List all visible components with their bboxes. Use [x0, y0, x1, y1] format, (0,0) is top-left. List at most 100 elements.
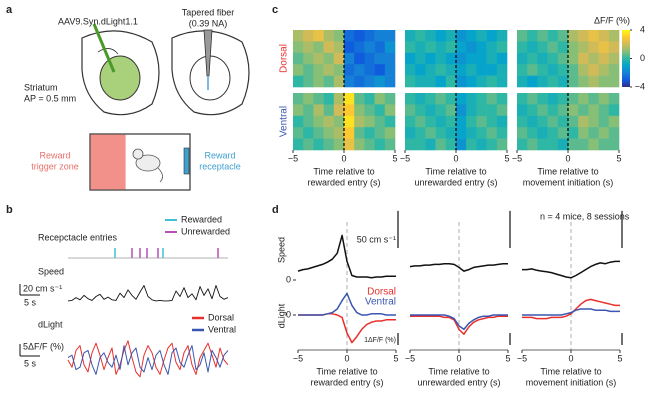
heatmap-cell [384, 64, 396, 76]
heatmap-cell [384, 93, 396, 105]
heatmap-cell [517, 104, 528, 117]
heatmap-cell [476, 75, 487, 88]
heatmap-cell [466, 64, 477, 76]
heatmap-cell [537, 93, 548, 105]
heatmap-cell [354, 41, 365, 54]
heatmap-cell [608, 41, 620, 54]
heatmap-cell [425, 138, 436, 151]
heatmap-cell [313, 64, 324, 76]
heatmap-cell [547, 64, 559, 76]
receptacle [183, 147, 190, 175]
row-label: Dorsal [279, 44, 290, 73]
heatmap-cell [374, 138, 386, 151]
heatmap-cell [425, 41, 436, 54]
heatmap-cell [517, 30, 528, 42]
heatmap-cell [608, 115, 620, 128]
heatmap-cell [588, 64, 599, 76]
heatmap-cell [486, 127, 498, 139]
heatmap-cell [496, 115, 508, 128]
heatmap-cell [333, 104, 345, 117]
heatmap-cell [557, 93, 569, 105]
heatmap-cell [364, 75, 375, 88]
heatmap-cell [588, 104, 599, 117]
heatmap-cell [476, 127, 487, 139]
heatmap-cell [374, 41, 386, 54]
heatmap-cell [568, 52, 579, 65]
heatmap-cell [456, 115, 467, 128]
heatmap-cell [415, 75, 426, 88]
heatmap-cell [568, 138, 579, 151]
heatmap-cell [547, 52, 559, 65]
heatmap-cell [445, 41, 457, 54]
heatmap-cell [405, 138, 416, 151]
heatmap-cell [588, 52, 599, 65]
heatmap-cell [293, 127, 304, 139]
region-label: Striatum [24, 82, 58, 92]
heatmap-cell [476, 115, 487, 128]
scale-label: 20 cm s⁻¹ [23, 283, 62, 293]
legend-label: Dorsal [208, 312, 234, 322]
heatmap-cell [608, 138, 620, 151]
heatmap-cell [578, 64, 589, 76]
dlight-trace [67, 340, 229, 378]
heatmap-cell [435, 75, 447, 88]
receptacle-label: Reward [204, 150, 235, 160]
y-tick-label: 0 [286, 274, 291, 284]
heatmap-cell [384, 30, 396, 42]
heatmap-cell [476, 41, 487, 54]
heatmap-cell [496, 104, 508, 117]
heatmap-cell [527, 138, 538, 151]
heatmap-cell [496, 138, 508, 151]
ap-label: AP = 0.5 mm [24, 93, 76, 103]
heatmap-cell [303, 127, 314, 139]
x-axis-label: Time relative to [313, 166, 374, 176]
heatmap-cell [537, 138, 548, 151]
x-tick-label: 0 [565, 153, 570, 163]
heatmap-cell [537, 127, 548, 139]
heatmap-cell [293, 138, 304, 151]
heatmap-cell [578, 93, 589, 105]
heatmap-cell [496, 41, 508, 54]
x-tick-label: −5 [400, 153, 410, 163]
heatmap-cell [456, 30, 467, 42]
heatmap-cell [588, 115, 599, 128]
heatmap-cell [405, 75, 416, 88]
heatmap-cell [547, 41, 559, 54]
heatmap-cell [557, 41, 569, 54]
heatmap-cell [405, 93, 416, 105]
heatmap-cell [303, 41, 314, 54]
heatmap-cell [486, 115, 498, 128]
dorsal-trace [410, 315, 508, 335]
heatmap-cell [313, 127, 324, 139]
trigger-zone [90, 134, 126, 190]
heatmap-cell [517, 64, 528, 76]
heatmap-cell [415, 64, 426, 76]
heatmap-cell [517, 41, 528, 54]
heatmap-cell [405, 104, 416, 117]
heatmap-cell [486, 52, 498, 65]
heatmap-cell [333, 115, 345, 128]
heatmap-cell [557, 127, 569, 139]
heatmap-cell [486, 64, 498, 76]
x-axis-label: rewarded entry (s) [310, 377, 383, 387]
heatmap-cell [415, 41, 426, 54]
zone-label: trigger zone [31, 161, 79, 171]
heatmap-cell [415, 93, 426, 105]
heatmap-cell [578, 75, 589, 88]
heatmap-cell [557, 64, 569, 76]
heatmap-cell [608, 30, 620, 42]
heatmap-cell [557, 115, 569, 128]
x-tick-label: −5 [288, 153, 298, 163]
heatmap-cell [445, 64, 457, 76]
colorbar-tick-label: −4 [635, 81, 645, 91]
speed-title: Speed [38, 266, 64, 276]
heatmap-cell [547, 115, 559, 128]
x-axis-label: rewarded entry (s) [307, 177, 380, 187]
colorbar-tick-label: 0 [640, 53, 645, 63]
heatmap-cell [608, 93, 620, 105]
x-axis-label: Time relative to [540, 366, 601, 376]
heatmap-cell [496, 93, 508, 105]
heatmap-cell [323, 52, 335, 65]
heatmap-cell [354, 138, 365, 151]
heatmap-cell [456, 64, 467, 76]
